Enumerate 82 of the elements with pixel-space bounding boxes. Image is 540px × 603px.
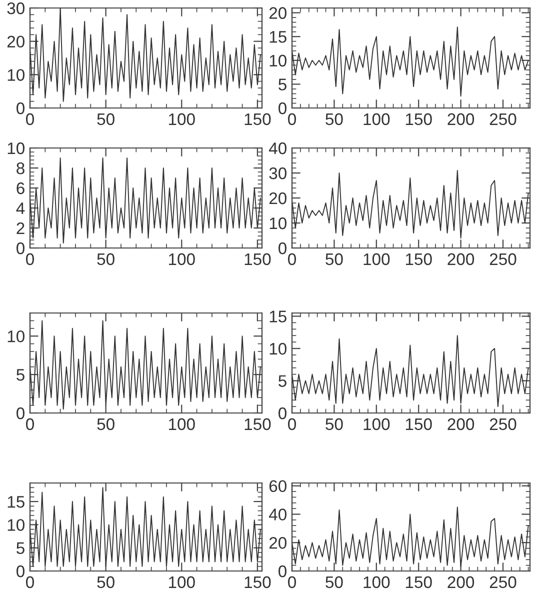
y-tick-label: 0 [278,407,286,420]
y-tick-label: 6 [16,182,24,194]
x-tick-label: 50 [97,576,114,588]
y-tick-label: 10 [8,69,24,81]
y-tick-label: 40 [268,508,286,520]
x-tick-label: 250 [490,418,516,430]
y-tick-label: 20 [269,7,286,19]
x-tick-label: 100 [364,253,390,266]
x-tick-label: 50 [326,253,343,266]
x-tick-label: 50 [326,418,343,430]
x-tick-label: 0 [288,253,296,266]
y-tick-label: 10 [270,342,286,355]
x-tick-label: 50 [326,576,343,588]
x-tick-label: 250 [490,253,516,266]
x-tick-label: 0 [26,253,34,266]
line-series [292,335,529,408]
x-tick-label: 0 [288,576,296,588]
x-tick-label: 0 [288,113,296,126]
x-tick-label: 100 [169,576,195,588]
x-tick-label: 150 [406,576,432,588]
line-series [292,170,529,238]
x-tick-label: 50 [97,418,114,430]
y-tick-label: 0 [278,102,286,114]
y-tick-label: 10 [8,330,24,342]
y-tick-label: 20 [269,192,286,204]
x-tick-label: 0 [288,418,296,430]
line-series [292,506,529,568]
y-tick-label: 60 [269,480,286,492]
y-tick-label: 4 [16,202,25,214]
line-series [30,158,261,244]
x-tick-label: 250 [490,576,516,588]
x-tick-label: 50 [97,113,114,126]
x-tick-label: 100 [169,418,195,430]
x-tick-label: 100 [169,113,195,126]
line-series [30,320,261,410]
y-tick-label: 15 [8,496,24,508]
y-tick-label: 10 [270,54,286,67]
x-tick-label: 150 [406,113,432,126]
x-tick-label: 150 [244,253,271,266]
y-tick-label: 15 [270,31,286,43]
x-tick-label: 200 [448,418,474,430]
y-tick-label: 0 [16,102,24,114]
x-tick-label: 200 [448,253,474,266]
x-tick-label: 50 [97,253,114,266]
y-tick-label: 15 [270,310,286,322]
y-tick-label: 0 [16,407,24,420]
y-tick-label: 0 [278,565,286,578]
x-tick-label: 150 [244,113,271,126]
x-tick-label: 150 [244,418,271,430]
y-tick-label: 2 [16,222,24,234]
y-tick-label: 0 [16,565,24,578]
x-tick-label: 200 [448,576,474,588]
x-tick-label: 150 [406,418,432,430]
y-tick-label: 5 [16,369,24,381]
line-series [292,26,529,97]
x-tick-label: 0 [26,576,34,588]
y-tick-label: 0 [278,242,286,254]
x-tick-label: 150 [406,253,432,266]
x-tick-label: 100 [364,113,390,126]
x-tick-label: 0 [26,113,34,126]
x-tick-label: 250 [490,113,516,126]
x-tick-label: 100 [364,576,390,588]
y-tick-label: 40 [268,142,286,154]
y-tick-label: 0 [16,242,24,254]
x-tick-label: 100 [169,253,195,266]
x-tick-label: 200 [448,113,474,126]
x-tick-label: 150 [244,576,271,588]
y-tick-label: 30 [7,2,24,14]
y-tick-label: 5 [278,78,286,90]
y-tick-label: 20 [269,537,286,549]
y-tick-label: 10 [270,217,286,230]
x-tick-label: 100 [364,418,390,430]
x-tick-label: 50 [326,113,343,126]
y-tick-label: 10 [8,142,24,154]
y-tick-label: 5 [16,542,24,554]
y-tick-label: 30 [269,167,286,180]
line-series [30,487,261,567]
y-tick-label: 20 [7,36,24,48]
x-tick-label: 0 [26,418,34,430]
y-tick-label: 10 [8,519,24,531]
y-tick-label: 5 [278,375,286,387]
y-tick-label: 8 [16,162,24,174]
